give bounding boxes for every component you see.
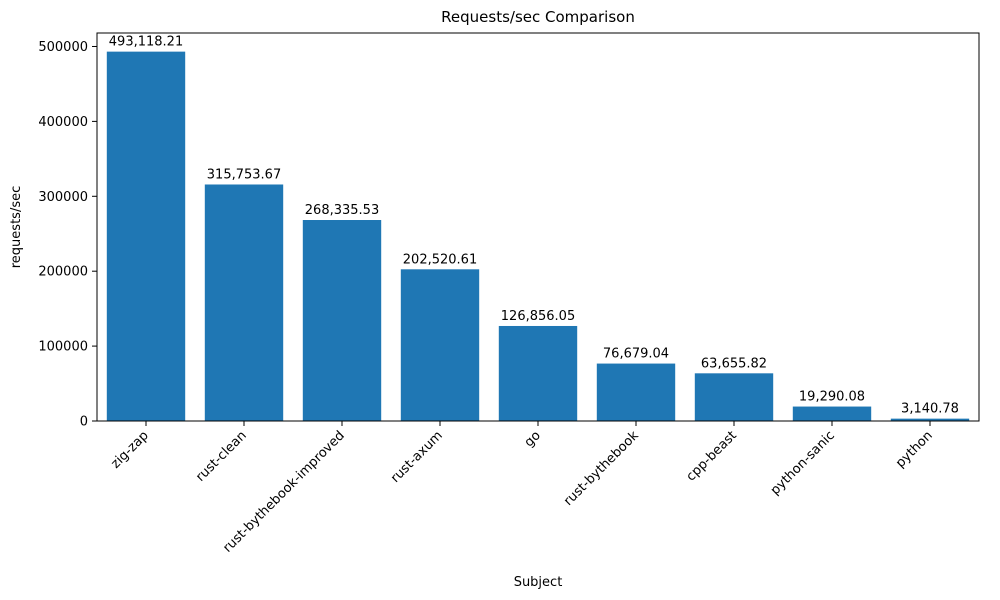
bar-value-label: 19,290.08: [799, 390, 865, 405]
y-tick-label: 100000: [38, 340, 88, 355]
bar-value-label: 3,140.78: [901, 402, 959, 417]
bar-zig-zap: [106, 51, 186, 421]
y-tick-label: 200000: [38, 265, 88, 280]
bar-value-label: 315,753.67: [207, 167, 281, 182]
y-tick-label: 0: [80, 415, 88, 430]
x-tick-label: go: [522, 428, 544, 450]
bar-rust-bythebook-improved: [302, 220, 382, 421]
x-tick-label: rust-clean: [193, 428, 250, 485]
x-tick-label: zig-zap: [108, 428, 151, 471]
bar-python-sanic: [792, 406, 872, 421]
x-axis-label: Subject: [514, 575, 563, 590]
y-tick-label: 500000: [38, 40, 88, 55]
bar-rust-bythebook: [596, 363, 676, 421]
bar-python: [890, 418, 970, 421]
bar-value-label: 76,679.04: [603, 347, 669, 362]
x-tick-label: cpp-beast: [684, 428, 740, 484]
x-tick-label: python-sanic: [768, 428, 838, 498]
x-tick-label: rust-axum: [388, 428, 446, 486]
bar-go: [498, 325, 578, 421]
x-tick-label: python: [893, 428, 936, 471]
bar-rust-axum: [400, 269, 480, 421]
bar-value-label: 126,856.05: [501, 309, 575, 324]
axes-layer: [92, 32, 980, 426]
bar-cpp-beast: [694, 373, 774, 421]
y-axis-label: requests/sec: [9, 186, 24, 269]
bar-value-label: 493,118.21: [109, 35, 183, 50]
bar-value-label: 268,335.53: [305, 203, 379, 218]
y-tick-label: 300000: [38, 190, 88, 205]
chart-title: Requests/sec Comparison: [441, 8, 635, 26]
bars-layer: [106, 51, 970, 421]
bar-value-label: 63,655.82: [701, 356, 767, 371]
y-tick-label: 400000: [38, 115, 88, 130]
bar-rust-clean: [204, 184, 284, 421]
x-tick-label: rust-bythebook: [561, 428, 642, 509]
bar-value-label: 202,520.61: [403, 252, 477, 267]
